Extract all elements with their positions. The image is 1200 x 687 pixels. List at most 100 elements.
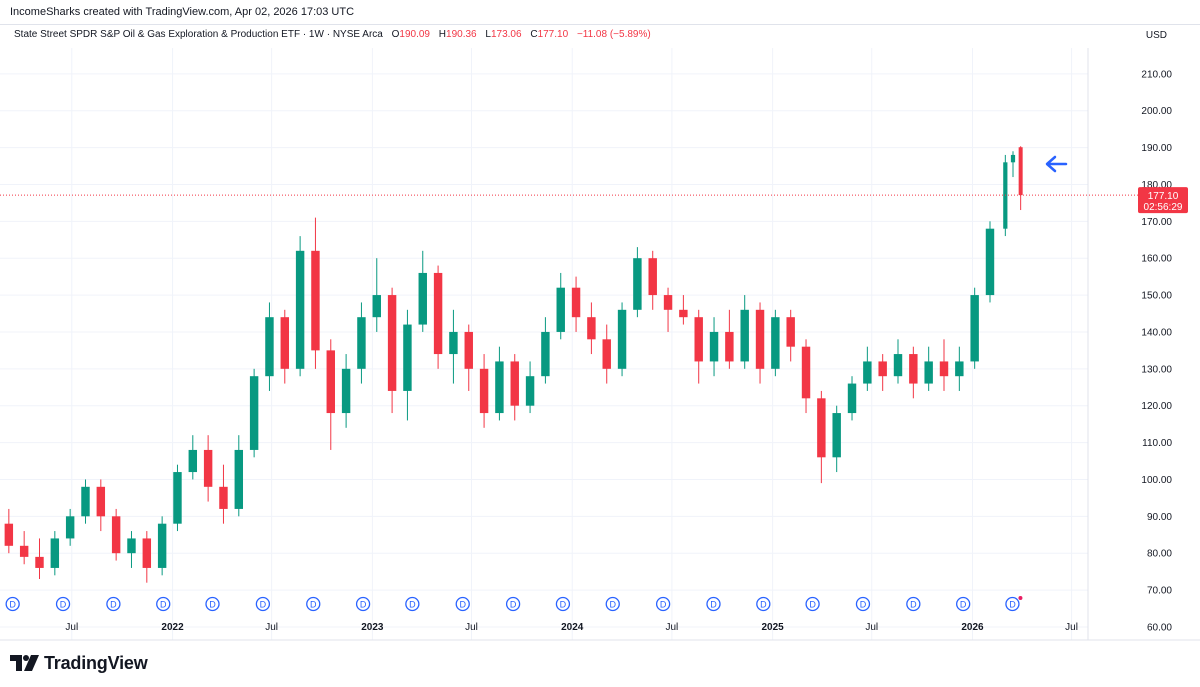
candle-body[interactable]	[556, 287, 565, 332]
price-chart[interactable]: 60.00 70.00 80.00 90.00 100.00 110.00 120.00 13…	[0, 0, 1200, 650]
candle-body[interactable]	[587, 317, 596, 340]
candle-body[interactable]	[4, 523, 14, 546]
dividend-marker-icon[interactable]	[306, 596, 321, 612]
candle-body[interactable]	[372, 295, 381, 318]
candle-body[interactable]	[801, 346, 811, 399]
candle-body[interactable]	[96, 486, 106, 517]
candle-body[interactable]	[648, 258, 657, 296]
candle-body[interactable]	[939, 361, 949, 377]
candle-body[interactable]	[19, 545, 29, 557]
candle-body[interactable]	[111, 516, 121, 554]
candle-body[interactable]	[449, 331, 458, 355]
dividend-marker-icon[interactable]	[706, 596, 721, 612]
dividend-marker-icon[interactable]	[255, 596, 271, 612]
dividend-marker-letter: D	[209, 600, 216, 610]
candle-body[interactable]	[541, 331, 550, 377]
last-price-tag[interactable]	[1138, 187, 1188, 214]
candle-body[interactable]	[280, 317, 290, 369]
instrument-name[interactable]: State Street SPDR S&P Oil & Gas Explorat…	[14, 29, 383, 40]
candle-body[interactable]	[863, 361, 872, 384]
candle-body[interactable]	[65, 516, 75, 539]
dividend-marker-icon[interactable]	[956, 596, 971, 612]
dividend-marker-icon[interactable]	[805, 596, 820, 612]
candle-body[interactable]	[525, 376, 535, 406]
candle-body[interactable]	[50, 538, 60, 568]
candle-body[interactable]	[403, 324, 412, 391]
candle-body[interactable]	[755, 309, 765, 369]
candle-body[interactable]	[970, 295, 979, 362]
tradingview-logo[interactable]: TradingView	[10, 652, 148, 674]
candle-body[interactable]	[771, 317, 780, 369]
candle-body[interactable]	[663, 295, 673, 310]
candle-body[interactable]	[709, 331, 719, 362]
dividend-marker-icon[interactable]	[5, 596, 20, 612]
candle-body[interactable]	[1018, 147, 1023, 196]
candle-body[interactable]	[265, 317, 274, 377]
candle-body[interactable]	[341, 368, 351, 414]
candle-body[interactable]	[679, 309, 688, 318]
candle-body[interactable]	[295, 250, 305, 369]
candle-body[interactable]	[495, 361, 504, 414]
x-tick-label: Jul	[265, 622, 278, 633]
dividend-marker-icon[interactable]	[655, 596, 671, 612]
candle-body[interactable]	[740, 309, 749, 362]
attribution-bar: IncomeSharks created with TradingView.co…	[0, 0, 1200, 25]
dividend-marker-icon[interactable]	[156, 596, 171, 612]
candle-body[interactable]	[203, 449, 213, 487]
candle-body[interactable]	[234, 449, 244, 509]
candle-body[interactable]	[985, 228, 995, 296]
left-arrow-icon[interactable]	[1045, 155, 1068, 173]
candle-body[interactable]	[571, 287, 581, 318]
candle-body[interactable]	[832, 413, 841, 458]
dividend-marker-icon[interactable]	[505, 596, 521, 612]
candle-body[interactable]	[387, 295, 397, 391]
dividend-marker-icon[interactable]	[106, 596, 121, 612]
dividend-marker-letter: D	[510, 600, 517, 610]
candle-body[interactable]	[602, 339, 611, 369]
dividend-marker-icon[interactable]	[756, 596, 771, 612]
candle-body[interactable]	[725, 331, 734, 362]
dividend-marker-icon[interactable]	[1005, 596, 1020, 612]
candle-body[interactable]	[464, 331, 473, 369]
candle-body[interactable]	[694, 317, 703, 362]
candle-body[interactable]	[510, 361, 519, 406]
dividend-marker-icon[interactable]	[906, 596, 921, 612]
candle-body[interactable]	[418, 272, 427, 325]
dividend-marker-icon[interactable]	[55, 596, 71, 612]
dividend-marker-icon[interactable]	[205, 596, 220, 612]
candle-body[interactable]	[249, 376, 259, 450]
dividend-marker-icon[interactable]	[405, 596, 420, 612]
candle-body[interactable]	[127, 538, 136, 554]
candle-body[interactable]	[1010, 154, 1016, 163]
candle-body[interactable]	[924, 361, 933, 384]
dividend-marker-icon[interactable]	[355, 596, 371, 612]
candle-body[interactable]	[326, 350, 335, 414]
tradingview-logo-icon	[10, 655, 39, 671]
candle-body[interactable]	[173, 472, 182, 524]
dividend-marker-icon[interactable]	[455, 596, 470, 612]
candle-body[interactable]	[909, 354, 918, 384]
currency-label[interactable]: USD	[1145, 30, 1167, 41]
candle-body[interactable]	[188, 449, 198, 473]
candle-body[interactable]	[817, 398, 826, 458]
candle-body[interactable]	[219, 486, 228, 509]
dividend-marker-icon[interactable]	[855, 596, 871, 612]
candle-body[interactable]	[157, 523, 167, 568]
candle-body[interactable]	[142, 538, 152, 568]
dividend-marker-icon[interactable]	[605, 596, 620, 612]
low-value: 173.06	[490, 29, 522, 40]
candle-body[interactable]	[311, 250, 320, 351]
candle-body[interactable]	[617, 309, 627, 369]
candle-body[interactable]	[786, 317, 795, 347]
candle-body[interactable]	[878, 361, 887, 377]
candle-body[interactable]	[433, 272, 443, 355]
candle-body[interactable]	[479, 368, 489, 414]
candle-body[interactable]	[81, 486, 90, 517]
candle-body[interactable]	[847, 383, 857, 414]
candle-body[interactable]	[955, 361, 964, 377]
candle-body[interactable]	[633, 258, 642, 310]
candle-body[interactable]	[357, 317, 366, 369]
candle-body[interactable]	[35, 556, 44, 568]
candle-body[interactable]	[893, 354, 903, 377]
dividend-marker-icon[interactable]	[555, 596, 571, 612]
